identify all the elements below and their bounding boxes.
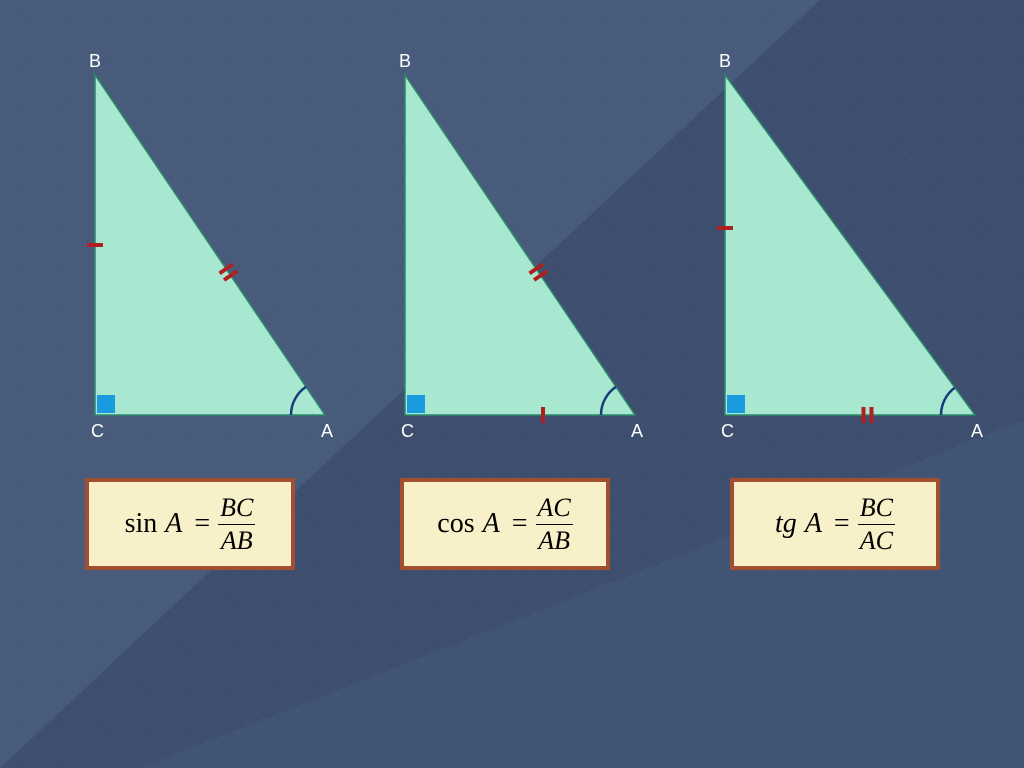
vertex-label-C: C <box>401 421 414 442</box>
formula-box-tan: tgA = BC AC <box>730 478 940 570</box>
vertex-label-A: A <box>321 421 333 442</box>
formula-arg: A <box>483 508 500 540</box>
fraction-bar <box>536 524 573 525</box>
formula-func: sin <box>125 508 158 540</box>
formula-arg: A <box>165 508 182 540</box>
vertex-label-A: A <box>631 421 643 442</box>
fraction-numerator: BC <box>858 494 895 521</box>
vertex-label-C: C <box>91 421 104 442</box>
right-angle-marker <box>97 395 115 413</box>
equals-sign: = <box>834 508 850 540</box>
right-angle-marker <box>407 395 425 413</box>
formula-box-cos: cos A = AC AB <box>400 478 610 570</box>
formula-func: cos <box>437 508 474 540</box>
right-angle-marker <box>727 395 745 413</box>
formula-box-sin: sinA = BC AB <box>85 478 295 570</box>
fraction-numerator: AC <box>536 494 573 521</box>
fraction-denominator: AB <box>219 527 255 554</box>
vertex-label-B: B <box>399 51 411 72</box>
fraction-denominator: AB <box>536 527 572 554</box>
fraction-bar <box>858 524 895 525</box>
formula-fraction: BC AB <box>218 494 255 554</box>
formula-fraction: BC AC <box>858 494 895 554</box>
fraction-denominator: AC <box>858 527 895 554</box>
vertex-label-B: B <box>89 51 101 72</box>
fraction-bar <box>218 524 255 525</box>
equals-sign: = <box>512 508 528 540</box>
vertex-label-A: A <box>971 421 983 442</box>
triangle-sin: BCA <box>85 75 355 445</box>
fraction-numerator: BC <box>218 494 255 521</box>
formula-func: tg <box>775 508 797 540</box>
vertex-label-B: B <box>719 51 731 72</box>
triangle-shape <box>725 75 975 415</box>
triangle-tan: BCA <box>715 75 1005 445</box>
triangle-cos: BCA <box>395 75 665 445</box>
formula-fraction: AC AB <box>536 494 573 554</box>
vertex-label-C: C <box>721 421 734 442</box>
formula-arg: A <box>805 508 822 540</box>
triangle-shape <box>95 75 325 415</box>
triangle-shape <box>405 75 635 415</box>
equals-sign: = <box>194 508 210 540</box>
